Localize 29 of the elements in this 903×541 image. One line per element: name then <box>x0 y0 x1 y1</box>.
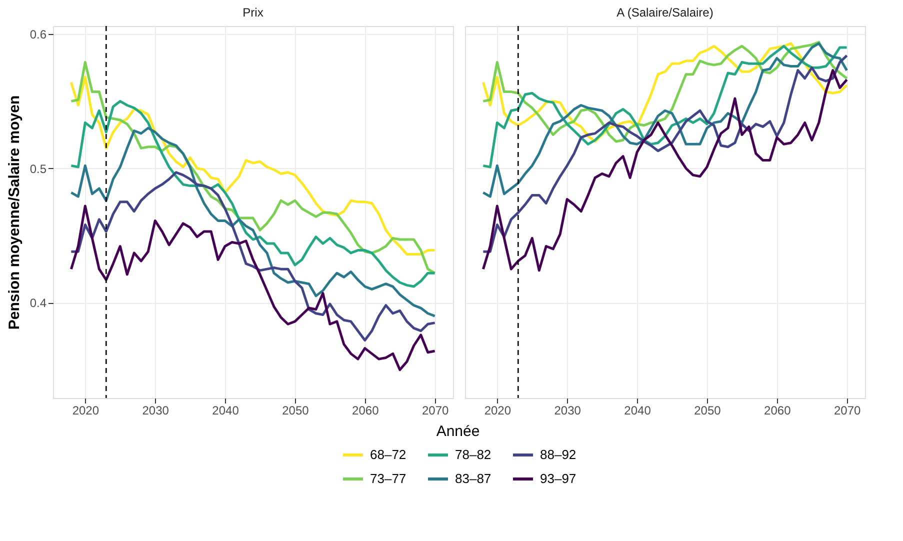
chart-title: A (Salaire/Salaire) <box>616 5 714 20</box>
x-axis-title: Année <box>436 423 480 440</box>
x-tick-label: 2030 <box>142 404 170 418</box>
legend-label: 73–77 <box>370 471 406 486</box>
x-tick-label: 2030 <box>554 404 582 418</box>
x-tick-label: 2050 <box>694 404 722 418</box>
line-series <box>70 204 436 372</box>
y-tick-label: 0.6 <box>30 28 47 42</box>
x-tick-label: 2020 <box>72 404 100 418</box>
x-tick-label: 2020 <box>484 404 512 418</box>
y-tick-label: 0.4 <box>30 296 47 310</box>
x-tick-label: 2040 <box>624 404 652 418</box>
x-tick-label: 2070 <box>422 404 449 418</box>
x-tick-label: 2070 <box>834 404 861 418</box>
x-tick-label: 2060 <box>764 404 792 418</box>
legend-label: 68–72 <box>370 447 406 462</box>
y-tick-label: 0.5 <box>30 162 47 176</box>
line-series <box>70 126 436 318</box>
legend-label: 93–97 <box>540 471 576 486</box>
line-series <box>70 171 436 342</box>
x-tick-label: 2040 <box>212 404 240 418</box>
line-series <box>70 100 436 288</box>
chart-title: Prix <box>242 5 264 20</box>
x-tick-label: 2050 <box>282 404 310 418</box>
y-axis-title: Pension moyenne/Salaire moyen <box>6 95 23 330</box>
legend-label: 88–92 <box>540 447 576 462</box>
legend-label: 78–82 <box>455 447 492 462</box>
legend-label: 83–87 <box>455 471 492 486</box>
x-tick-label: 2060 <box>352 404 380 418</box>
